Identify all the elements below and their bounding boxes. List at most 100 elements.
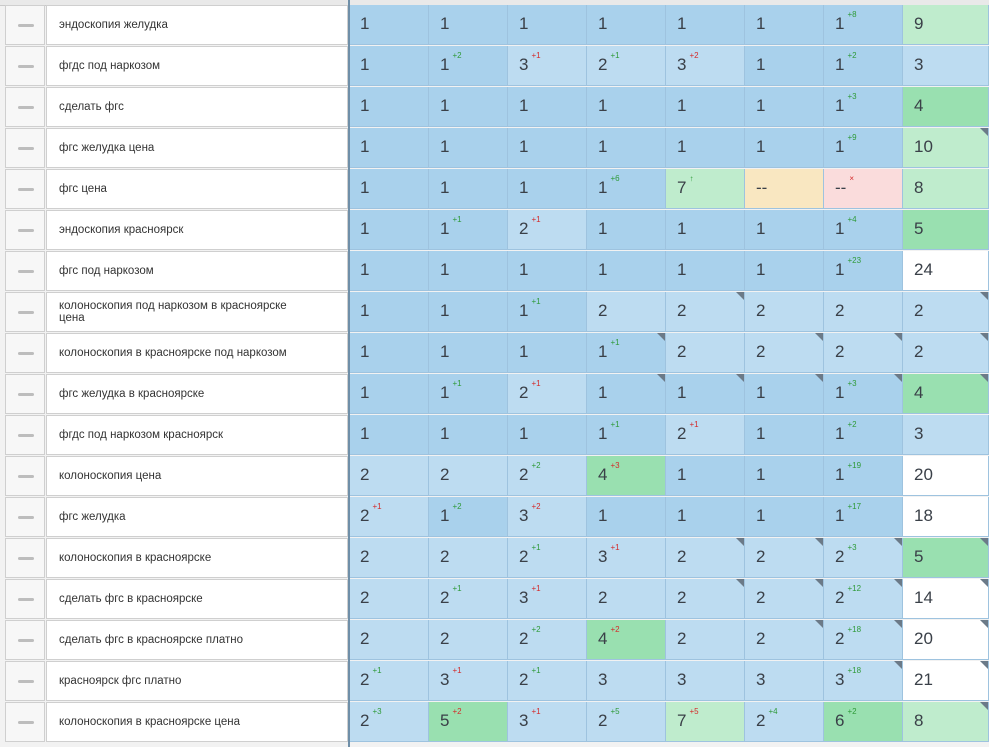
- position-cell[interactable]: 1: [745, 5, 824, 45]
- position-cell[interactable]: 1: [587, 210, 666, 250]
- table-row[interactable]: фгдс под наркозом 1 1 +2 3 +1 2 +1 3 +2 1 1 +2 3: [0, 46, 989, 87]
- position-cell[interactable]: 1: [587, 374, 666, 414]
- table-row[interactable]: фгс под наркозом 1 1 1 1 1 1 1 +23 24: [0, 251, 989, 292]
- position-cell[interactable]: 1: [349, 374, 429, 414]
- position-cell[interactable]: 2: [666, 333, 745, 373]
- position-cell[interactable]: 2: [587, 579, 666, 619]
- position-cell[interactable]: 1: [666, 456, 745, 496]
- position-cell[interactable]: 1 +2: [429, 46, 508, 86]
- position-cell[interactable]: 1: [666, 251, 745, 291]
- position-cell[interactable]: 1: [508, 5, 587, 45]
- table-row[interactable]: эндоскопия красноярск 1 1 +1 2 +1 1 1 1 1 +4 5: [0, 210, 989, 251]
- position-cell[interactable]: 2: [349, 456, 429, 496]
- position-cell[interactable]: 2 +12: [824, 579, 903, 619]
- position-cell[interactable]: 1: [349, 333, 429, 373]
- position-cell[interactable]: 2: [666, 292, 745, 332]
- position-cell[interactable]: 20: [903, 456, 989, 496]
- position-cell[interactable]: 2 +1: [508, 210, 587, 250]
- position-cell[interactable]: 10: [903, 128, 989, 168]
- position-cell[interactable]: 2: [745, 579, 824, 619]
- position-cell[interactable]: 1 +2: [429, 497, 508, 537]
- drag-handle-icon[interactable]: [5, 374, 45, 414]
- position-cell[interactable]: 2 +3: [349, 702, 429, 742]
- position-cell[interactable]: 1: [587, 497, 666, 537]
- position-cell[interactable]: 1: [508, 251, 587, 291]
- position-cell[interactable]: 2 +3: [824, 538, 903, 578]
- position-cell[interactable]: 14: [903, 579, 989, 619]
- drag-handle-icon[interactable]: [5, 620, 45, 660]
- drag-handle-icon[interactable]: [5, 46, 45, 86]
- position-cell[interactable]: 1 +1: [587, 333, 666, 373]
- position-cell[interactable]: 2 +1: [349, 661, 429, 701]
- table-row[interactable]: колоноскопия под наркозом в красноярске …: [0, 292, 989, 333]
- position-cell[interactable]: 1: [429, 333, 508, 373]
- position-cell[interactable]: --: [745, 169, 824, 209]
- position-cell[interactable]: 2 +1: [429, 579, 508, 619]
- position-cell[interactable]: 1 +1: [429, 374, 508, 414]
- position-cell[interactable]: 1: [429, 292, 508, 332]
- drag-handle-icon[interactable]: [5, 579, 45, 619]
- position-cell[interactable]: 1: [745, 210, 824, 250]
- position-cell[interactable]: 1 +1: [508, 292, 587, 332]
- position-cell[interactable]: 3 +2: [508, 497, 587, 537]
- table-row[interactable]: фгс желудка цена 1 1 1 1 1 1 1 +9 10: [0, 128, 989, 169]
- table-row[interactable]: сделать фгс в красноярске платно 2 2 2 +2 4 +2…: [0, 620, 989, 661]
- position-cell[interactable]: 1 +2: [824, 415, 903, 455]
- drag-handle-icon[interactable]: [5, 702, 45, 742]
- position-cell[interactable]: 2 +1: [349, 497, 429, 537]
- table-row[interactable]: сделать фгс в красноярске 2 2 +1 3 +1 2 2 2 2 +12 1…: [0, 579, 989, 620]
- drag-handle-icon[interactable]: [5, 128, 45, 168]
- position-cell[interactable]: 1: [745, 46, 824, 86]
- position-cell[interactable]: 1 +17: [824, 497, 903, 537]
- position-cell[interactable]: 3 +1: [587, 538, 666, 578]
- position-cell[interactable]: 3 +1: [508, 702, 587, 742]
- drag-handle-icon[interactable]: [5, 415, 45, 455]
- drag-handle-icon[interactable]: [5, 456, 45, 496]
- position-cell[interactable]: 1: [666, 210, 745, 250]
- position-cell[interactable]: 2 +1: [508, 538, 587, 578]
- position-cell[interactable]: 1: [349, 169, 429, 209]
- position-cell[interactable]: 2 +2: [508, 456, 587, 496]
- position-cell[interactable]: 1: [666, 5, 745, 45]
- position-cell[interactable]: 6 +2: [824, 702, 903, 742]
- table-row[interactable]: колоноскопия в красноярске 2 2 2 +1 3 +1 2 2 2 +3 5: [0, 538, 989, 579]
- drag-handle-icon[interactable]: [5, 87, 45, 127]
- table-row[interactable]: колоноскопия в красноярске цена 2 +3 5 +2 3 +1…: [0, 702, 989, 743]
- drag-handle-icon[interactable]: [5, 538, 45, 578]
- position-cell[interactable]: 1: [666, 128, 745, 168]
- position-cell[interactable]: 2 +1: [587, 46, 666, 86]
- table-row[interactable]: сделать фгс 1 1 1 1 1 1 1 +3 4: [0, 87, 989, 128]
- position-cell[interactable]: -- ×: [824, 169, 903, 209]
- position-cell[interactable]: 2 +1: [508, 374, 587, 414]
- position-cell[interactable]: 1 +19: [824, 456, 903, 496]
- table-row[interactable]: колоноскопия цена 2 2 2 +2 4 +3 1 1 1 +19 20: [0, 456, 989, 497]
- position-cell[interactable]: 1: [666, 87, 745, 127]
- position-cell[interactable]: 1 +1: [429, 210, 508, 250]
- drag-handle-icon[interactable]: [5, 169, 45, 209]
- position-cell[interactable]: 1: [429, 87, 508, 127]
- position-cell[interactable]: 2 +2: [508, 620, 587, 660]
- position-cell[interactable]: 4: [903, 374, 989, 414]
- position-cell[interactable]: 2 +4: [745, 702, 824, 742]
- position-cell[interactable]: 1: [745, 374, 824, 414]
- position-cell[interactable]: 2: [349, 620, 429, 660]
- position-cell[interactable]: 2: [824, 333, 903, 373]
- position-cell[interactable]: 1: [429, 415, 508, 455]
- position-cell[interactable]: 2: [429, 538, 508, 578]
- position-cell[interactable]: 2 +5: [587, 702, 666, 742]
- drag-handle-icon[interactable]: [5, 210, 45, 250]
- position-cell[interactable]: 2: [666, 620, 745, 660]
- table-row[interactable]: фгс желудка в красноярске 1 1 +1 2 +1 1 1 1 1 +3 4: [0, 374, 989, 415]
- position-cell[interactable]: 4: [903, 87, 989, 127]
- position-cell[interactable]: 24: [903, 251, 989, 291]
- position-cell[interactable]: 3: [587, 661, 666, 701]
- drag-handle-icon[interactable]: [5, 333, 45, 373]
- position-cell[interactable]: 3 +1: [429, 661, 508, 701]
- position-cell[interactable]: 1: [429, 5, 508, 45]
- position-cell[interactable]: 1: [349, 415, 429, 455]
- position-cell[interactable]: 1: [587, 5, 666, 45]
- position-cell[interactable]: 1 +23: [824, 251, 903, 291]
- position-cell[interactable]: 2 +1: [508, 661, 587, 701]
- position-cell[interactable]: 1: [666, 374, 745, 414]
- position-cell[interactable]: 1 +2: [824, 46, 903, 86]
